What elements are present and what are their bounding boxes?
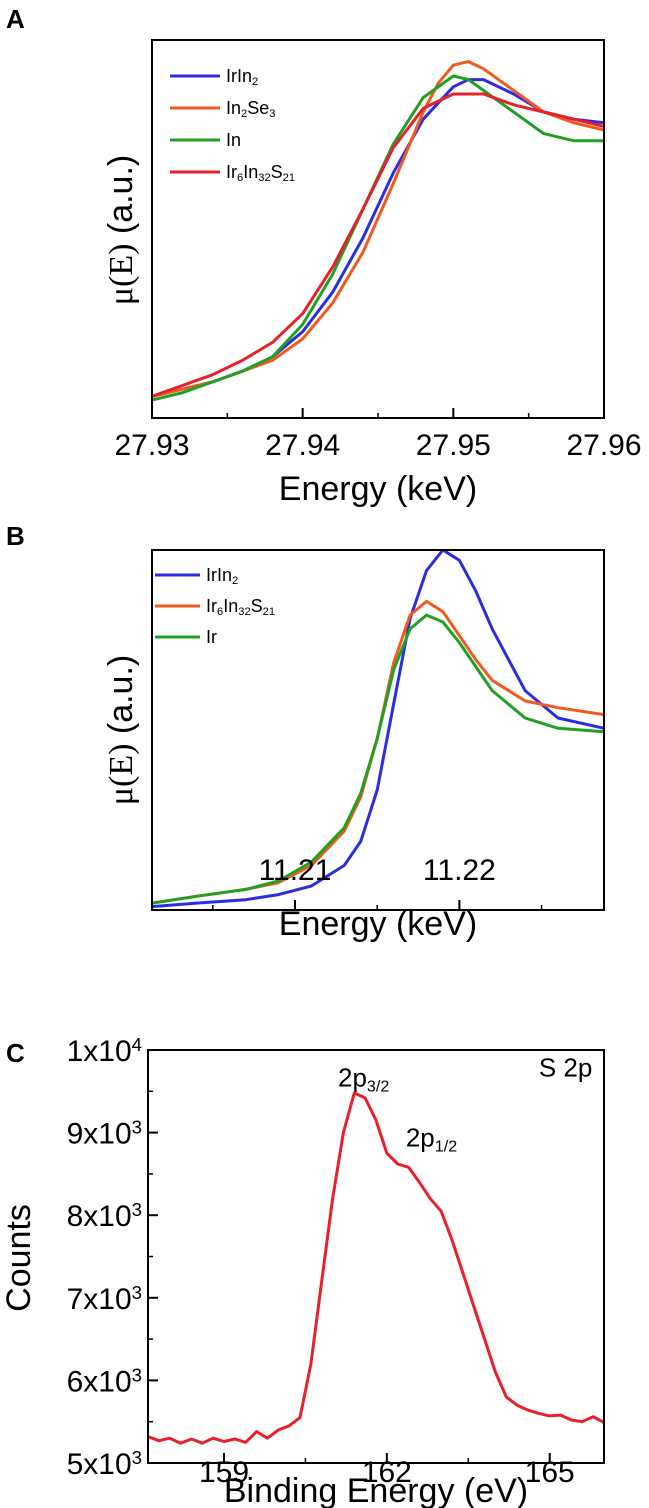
x-tick-label: 27.93 (114, 429, 189, 462)
text-part: 2p (406, 1123, 435, 1153)
text-part: 6x10 (67, 1365, 132, 1398)
y-axis-unit: (a.u.) (102, 155, 140, 244)
y-tick-label: 7x103 (67, 1281, 142, 1315)
text-part: 21 (263, 606, 275, 618)
series-group (148, 1091, 604, 1445)
text-part: 32 (258, 172, 270, 184)
text-part: 9x10 (67, 1118, 132, 1151)
y-tick-label: 6x103 (67, 1364, 142, 1398)
text-part: 4 (132, 1034, 142, 1055)
text-part: Ir (206, 596, 217, 616)
text-part: 3 (132, 1116, 142, 1137)
text-part: IrIn (206, 565, 232, 585)
text-part: In (226, 130, 241, 150)
series-line-0 (152, 550, 604, 909)
series-line-2 (152, 613, 604, 905)
annotation: S 2p (539, 1052, 593, 1082)
series-line-1 (152, 599, 604, 905)
text-part: S 2p (539, 1052, 593, 1082)
text-part: 1/2 (435, 1137, 457, 1155)
text-part: 3 (132, 1447, 142, 1468)
panel-letter: A (6, 4, 25, 34)
y-axis-symbol: μ(E) (103, 744, 140, 806)
text-part: 3 (269, 108, 275, 120)
text-part: 2 (232, 575, 238, 587)
y-axis-unit: (a.u.) (102, 655, 140, 744)
y-axis-title: μ(E) (a.u.) (102, 155, 140, 305)
y-axis-title: μ(E) (a.u.) (102, 655, 140, 805)
series-line-1 (152, 60, 604, 398)
series-line-3 (152, 92, 604, 398)
text-part: 2p (338, 1062, 367, 1092)
text-part: 7x10 (67, 1283, 132, 1316)
text-part: Ir (206, 627, 217, 647)
x-tick-label: 27.94 (265, 429, 340, 462)
text-part: 3 (132, 1199, 142, 1220)
text-part: 21 (283, 172, 295, 184)
legend-label: Ir6In32S21 (226, 162, 295, 184)
legend-label: In (226, 130, 241, 150)
annotation: 2p1/2 (406, 1123, 457, 1156)
panel-letter: B (6, 521, 25, 551)
y-axis-symbol: μ(E) (103, 244, 140, 306)
y-tick-label: 5x103 (67, 1447, 142, 1481)
text-part: 3 (132, 1281, 142, 1302)
legend-label: Ir6In32S21 (206, 596, 275, 618)
y-tick-label: 9x103 (67, 1116, 142, 1150)
text-part: 3 (132, 1364, 142, 1385)
plot-frame (151, 39, 605, 419)
text-part: 6 (217, 606, 223, 618)
legend-label: IrIn2 (206, 565, 238, 587)
text-part: Se (247, 98, 269, 118)
y-tick-label: 8x103 (67, 1199, 142, 1233)
x-tick-label: 11.22 (423, 854, 496, 887)
panel-letter: C (6, 1038, 25, 1068)
text-part: 2 (241, 108, 247, 120)
series-group (152, 60, 604, 402)
text-part: S (271, 162, 283, 182)
text-part: 5x10 (67, 1448, 132, 1481)
x-axis-title: Energy (keV) (279, 905, 477, 943)
text-part: 6 (237, 172, 243, 184)
x-axis-title: Binding Energy (eV) (224, 1472, 528, 1508)
legend-label: In2Se3 (226, 98, 275, 120)
panel-a: A 27.93 27.94 27.95 27.96 Energy (keV) μ(E) (a… (6, 4, 642, 508)
x-axis-title: Energy (keV) (279, 470, 477, 508)
text-part: S (251, 596, 263, 616)
text-part: 1x10 (67, 1035, 132, 1068)
x-tick-label: 27.95 (416, 429, 491, 462)
x-tick-label: 27.96 (566, 429, 641, 462)
y-tick-label: 1x104 (67, 1034, 142, 1068)
plot-frame (147, 1049, 605, 1464)
text-part: 8x10 (67, 1200, 132, 1233)
text-part: 2 (252, 76, 258, 88)
series-line-0 (148, 1091, 604, 1445)
text-part: 3/2 (367, 1077, 389, 1095)
text-part: 32 (238, 606, 250, 618)
legend-label: Ir (206, 627, 217, 647)
text-part: In (243, 162, 258, 182)
x-tick-label: 11.21 (259, 854, 332, 887)
annotation: 2p3/2 (338, 1062, 389, 1095)
series-group (152, 550, 604, 909)
y-axis-title: Counts (0, 1204, 38, 1312)
text-part: In (226, 98, 241, 118)
plot-frame (151, 549, 605, 911)
series-line-2 (152, 74, 604, 402)
legend-label: IrIn2 (226, 66, 258, 88)
text-part: Ir (226, 162, 237, 182)
text-part: In (223, 596, 238, 616)
text-part: IrIn (226, 66, 252, 86)
